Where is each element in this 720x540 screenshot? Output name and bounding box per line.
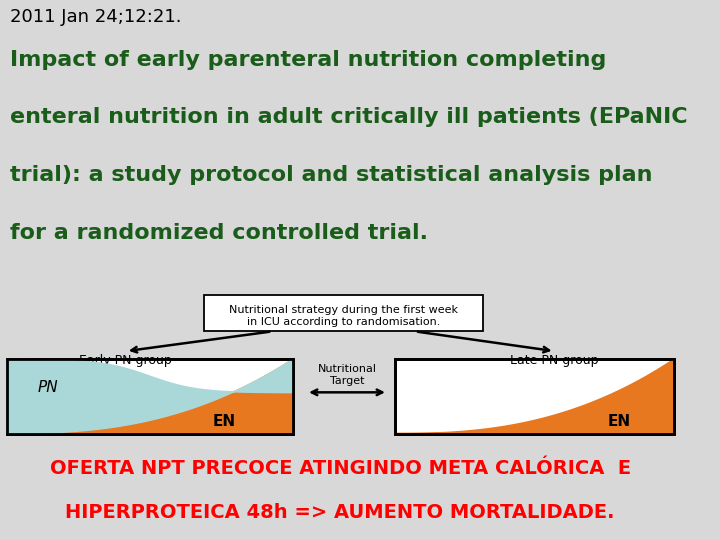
Polygon shape: [6, 360, 292, 434]
Text: Early PN group: Early PN group: [79, 354, 172, 367]
Text: EN: EN: [608, 415, 631, 429]
Bar: [6, 360, 292, 434]
Text: Impact of early parenteral nutrition completing: Impact of early parenteral nutrition com…: [10, 50, 606, 70]
Text: PN: PN: [37, 380, 58, 395]
Bar: [395, 360, 674, 434]
Polygon shape: [395, 360, 674, 434]
Text: 2011 Jan 24;12:21.: 2011 Jan 24;12:21.: [10, 8, 181, 26]
Bar: [395, 360, 674, 434]
FancyBboxPatch shape: [204, 295, 483, 332]
Bar: [6, 360, 292, 434]
Text: OFERTA NPT PRECOCE ATINGINDO META CALÓRICA  E: OFERTA NPT PRECOCE ATINGINDO META CALÓRI…: [50, 458, 631, 477]
Text: in ICU according to randomisation.: in ICU according to randomisation.: [247, 316, 441, 327]
Polygon shape: [6, 360, 292, 434]
Text: Nutritional strategy during the first week: Nutritional strategy during the first we…: [229, 305, 458, 315]
Text: EN: EN: [213, 415, 236, 429]
Text: Nutritional
Target: Nutritional Target: [318, 364, 377, 386]
Text: trial): a study protocol and statistical analysis plan: trial): a study protocol and statistical…: [10, 165, 653, 185]
Text: HIPERPROTEICA 48h => AUMENTO MORTALIDADE.: HIPERPROTEICA 48h => AUMENTO MORTALIDADE…: [66, 503, 615, 522]
Text: Late PN group: Late PN group: [510, 354, 599, 367]
Text: enteral nutrition in adult critically ill patients (EPaNIC: enteral nutrition in adult critically il…: [10, 107, 688, 127]
Text: for a randomized controlled trial.: for a randomized controlled trial.: [10, 223, 428, 243]
